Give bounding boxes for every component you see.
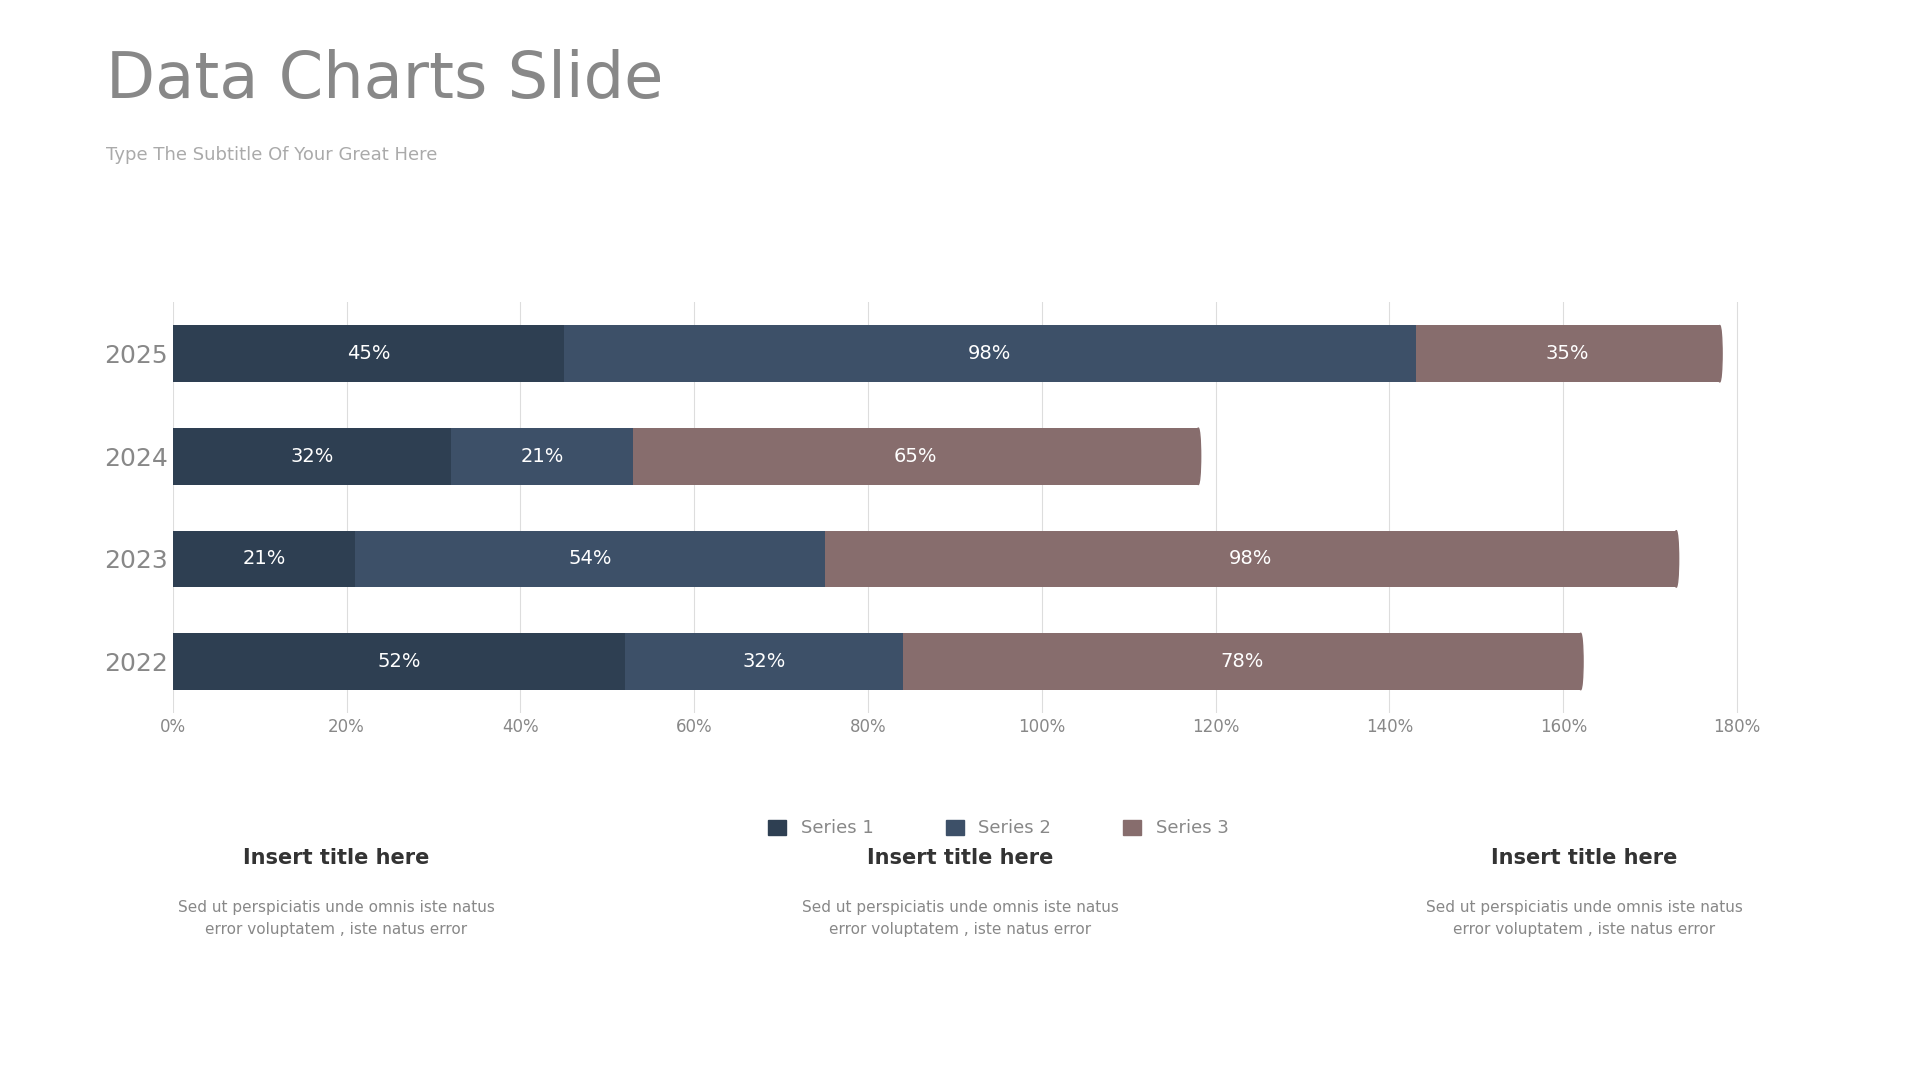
Text: 65%: 65% [895, 447, 937, 465]
Bar [173, 428, 451, 485]
Circle shape [1196, 428, 1200, 485]
Bar [173, 325, 564, 382]
Bar [173, 530, 355, 588]
Circle shape [1578, 633, 1584, 690]
Legend: Series 1, Series 2, Series 3: Series 1, Series 2, Series 3 [760, 812, 1236, 845]
Text: Sed ut perspiciatis unde omnis iste natus
error voluptatem , iste natus error: Sed ut perspiciatis unde omnis iste natu… [801, 900, 1119, 936]
Bar [824, 530, 1676, 588]
Text: Insert title here: Insert title here [242, 848, 430, 868]
Text: 21%: 21% [520, 447, 564, 465]
Text: 54%: 54% [568, 550, 612, 568]
Bar [355, 530, 824, 588]
Text: 45%: 45% [348, 345, 390, 363]
Text: 98%: 98% [968, 345, 1012, 363]
Text: Sed ut perspiciatis unde omnis iste natus
error voluptatem , iste natus error: Sed ut perspiciatis unde omnis iste natu… [1425, 900, 1743, 936]
Text: 52%: 52% [376, 652, 420, 671]
Bar [902, 633, 1580, 690]
Text: Insert title here: Insert title here [866, 848, 1054, 868]
Bar [624, 633, 902, 690]
Text: 98%: 98% [1229, 550, 1273, 568]
Bar [1415, 325, 1720, 382]
Circle shape [1674, 530, 1678, 588]
Bar [634, 428, 1198, 485]
Text: Data Charts Slide: Data Charts Slide [106, 49, 662, 110]
Text: 78%: 78% [1219, 652, 1263, 671]
Text: Insert title here: Insert title here [1490, 848, 1678, 868]
Text: 32%: 32% [290, 447, 334, 465]
Text: Sed ut perspiciatis unde omnis iste natus
error voluptatem , iste natus error: Sed ut perspiciatis unde omnis iste natu… [177, 900, 495, 936]
Text: 21%: 21% [242, 550, 286, 568]
Bar [173, 633, 624, 690]
Bar [564, 325, 1415, 382]
Text: 35%: 35% [1546, 345, 1590, 363]
Circle shape [1716, 325, 1722, 382]
Bar [451, 428, 634, 485]
Text: 32%: 32% [741, 652, 785, 671]
Text: Type The Subtitle Of Your Great Here: Type The Subtitle Of Your Great Here [106, 146, 438, 164]
